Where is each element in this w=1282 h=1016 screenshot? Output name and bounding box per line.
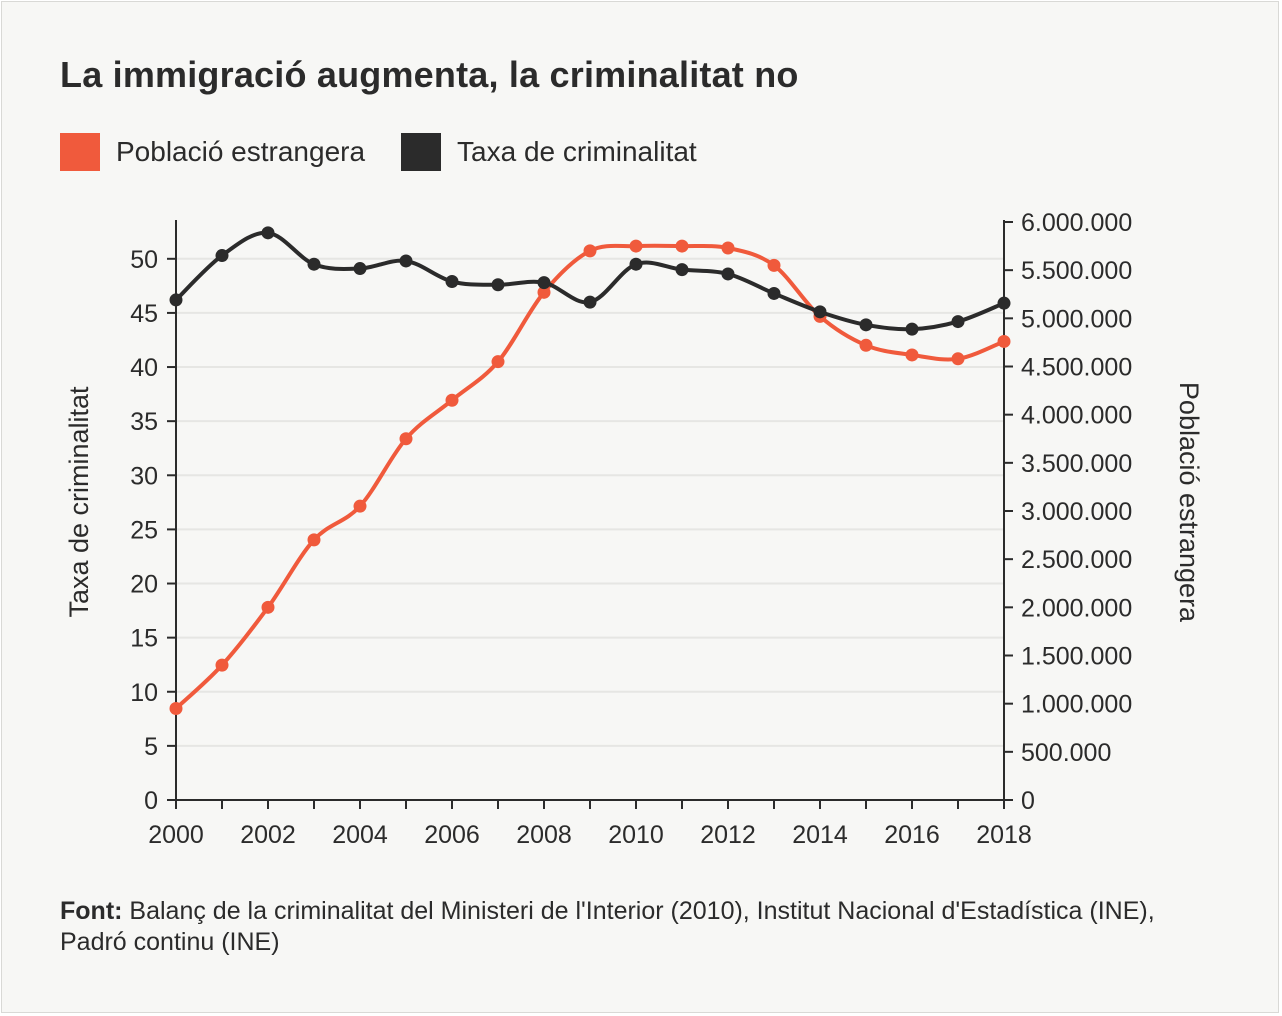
data-point-crime-rate xyxy=(813,305,827,319)
x-tick-label: 2004 xyxy=(332,821,388,849)
data-point-crime-rate xyxy=(445,275,459,289)
grid xyxy=(176,257,1004,747)
data-point-foreign-population xyxy=(767,258,781,272)
y-right-tick-label: 500.000 xyxy=(1021,739,1111,767)
y-right-tick-label: 5.500.000 xyxy=(1021,257,1132,285)
legend-swatch-orange xyxy=(60,133,100,171)
x-tick-label: 2018 xyxy=(976,821,1032,849)
y-right-tick-label: 4.500.000 xyxy=(1021,354,1132,382)
x-tick-label: 2002 xyxy=(240,821,296,849)
data-point-foreign-population xyxy=(583,244,597,258)
data-point-foreign-population xyxy=(721,241,735,255)
data-point-crime-rate xyxy=(399,254,413,268)
y-left-tick-label: 30 xyxy=(130,462,158,490)
data-point-crime-rate xyxy=(353,262,367,276)
y-axis-left-title: Taxa de criminalitat xyxy=(64,386,94,618)
legend-label: Taxa de criminalitat xyxy=(457,136,697,167)
data-point-foreign-population xyxy=(215,658,229,672)
y-left-tick-label: 5 xyxy=(144,733,158,761)
y-left-tick-label: 50 xyxy=(130,246,158,274)
legend-swatch-black xyxy=(401,133,442,171)
legend: Població estrangera Taxa de criminalitat xyxy=(60,133,733,171)
data-point-foreign-population xyxy=(629,239,643,253)
data-point-foreign-population xyxy=(859,338,873,352)
series-line-foreign-population xyxy=(174,243,1006,711)
data-point-foreign-population xyxy=(997,334,1011,348)
chart-title: La immigració augmenta, la criminalitat … xyxy=(60,54,799,95)
data-point-crime-rate xyxy=(767,286,781,300)
y-right-tick-label: 1.000.000 xyxy=(1021,691,1132,719)
data-point-foreign-population xyxy=(491,355,505,369)
data-point-crime-rate xyxy=(491,278,505,292)
y-left-tick-label: 25 xyxy=(130,516,158,544)
data-point-crime-rate xyxy=(169,293,183,307)
axes: 0 5 10 15 20 25 30 35 40 45 50 0 500.000 1.000.000 1.5… xyxy=(130,209,1132,849)
data-point-crime-rate xyxy=(905,322,919,336)
x-tick-label: 2012 xyxy=(700,821,756,849)
x-tick-label: 2016 xyxy=(884,821,940,849)
data-point-foreign-population xyxy=(399,432,413,446)
y-left-tick-label: 0 xyxy=(144,787,158,815)
y-left-tick-label: 15 xyxy=(130,625,158,653)
data-point-foreign-population xyxy=(169,701,183,715)
data-point-foreign-population xyxy=(537,285,551,299)
y-left-tick-label: 40 xyxy=(130,354,158,382)
data-point-foreign-population xyxy=(445,393,459,407)
data-point-crime-rate xyxy=(537,276,551,290)
y-left-tick-label: 35 xyxy=(130,408,158,436)
y-right-tick-label: 5.000.000 xyxy=(1021,305,1132,333)
data-point-crime-rate xyxy=(675,263,689,277)
y-right-tick-label: 4.000.000 xyxy=(1021,402,1132,430)
source-prefix: Font: xyxy=(60,897,123,925)
y-right-tick-label: 1.500.000 xyxy=(1021,643,1132,671)
data-point-crime-rate xyxy=(261,226,275,240)
source-text: Balanç de la criminalitat del Ministeri … xyxy=(60,897,1155,956)
y-left-tick-label: 10 xyxy=(130,679,158,707)
legend-label: Població estrangera xyxy=(116,136,366,167)
data-point-foreign-population xyxy=(353,499,367,513)
y-right-tick-label: 2.500.000 xyxy=(1021,546,1132,574)
x-tick-label: 2008 xyxy=(516,821,572,849)
y-right-tick-label: 2.000.000 xyxy=(1021,594,1132,622)
data-point-foreign-population xyxy=(307,533,321,547)
y-right-tick-label: 0 xyxy=(1021,787,1035,815)
x-tick-label: 2000 xyxy=(148,821,204,849)
y-left-tick-label: 45 xyxy=(130,300,158,328)
data-point-foreign-population xyxy=(675,239,689,253)
data-point-foreign-population xyxy=(905,348,919,362)
data-point-crime-rate xyxy=(859,318,873,332)
x-tick-label: 2006 xyxy=(424,821,480,849)
data-point-crime-rate xyxy=(997,296,1011,310)
y-right-tick-label: 3.500.000 xyxy=(1021,450,1132,478)
y-right-tick-label: 6.000.000 xyxy=(1021,209,1132,237)
data-point-foreign-population xyxy=(951,352,965,366)
y-right-tick-label: 3.000.000 xyxy=(1021,498,1132,526)
data-point-crime-rate xyxy=(951,315,965,329)
data-point-crime-rate xyxy=(721,267,735,281)
data-point-crime-rate xyxy=(307,257,321,271)
data-point-crime-rate xyxy=(215,249,229,263)
x-tick-label: 2010 xyxy=(608,821,664,849)
data-point-crime-rate xyxy=(629,257,643,271)
source-note: Font: Balanç de la criminalitat del Mini… xyxy=(60,896,1180,958)
series xyxy=(169,226,1011,715)
legend-item-foreign-population[interactable]: Població estrangera xyxy=(60,133,365,171)
y-axis-right-title: Població estrangera xyxy=(1174,382,1204,623)
legend-item-crime-rate[interactable]: Taxa de criminalitat xyxy=(401,133,697,171)
data-point-foreign-population xyxy=(261,600,275,614)
y-left-tick-label: 20 xyxy=(130,571,158,599)
data-point-crime-rate xyxy=(583,295,597,309)
x-tick-label: 2014 xyxy=(792,821,848,849)
